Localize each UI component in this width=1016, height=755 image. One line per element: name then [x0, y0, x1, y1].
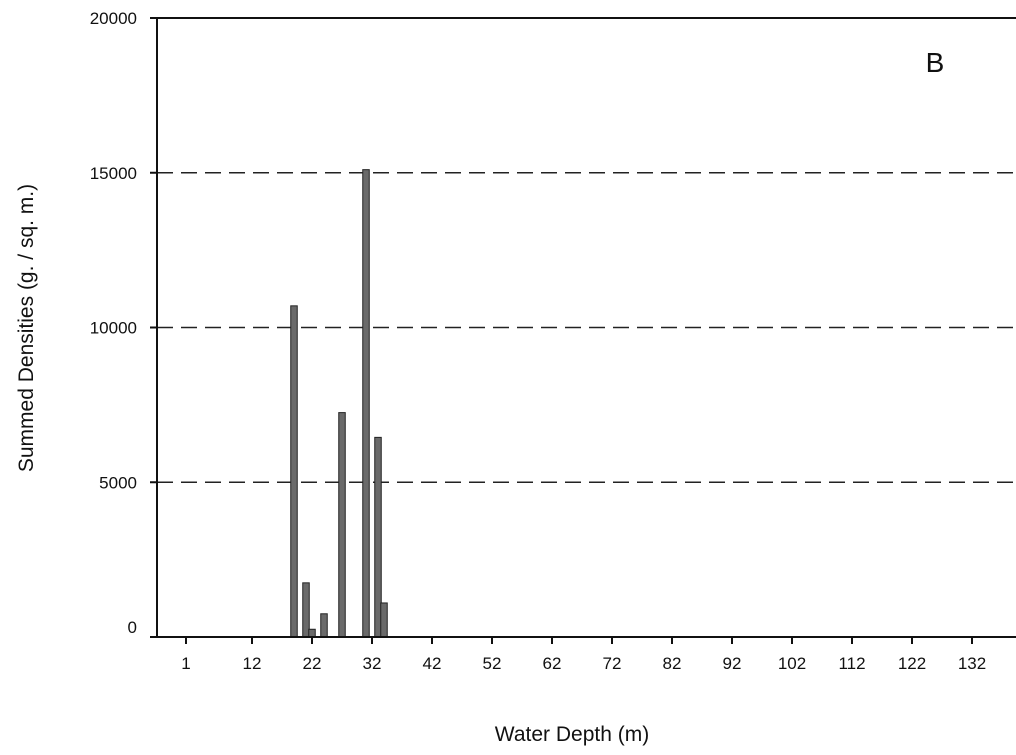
x-tick-label-12: 12	[243, 654, 262, 673]
bars	[290, 169, 388, 638]
bar-depth-34	[380, 602, 388, 638]
x-tick-label-52: 52	[483, 654, 502, 673]
y-tick-label-15000: 15000	[90, 164, 137, 183]
x-tick-label-42: 42	[423, 654, 442, 673]
y-tick-label-5000: 5000	[99, 473, 137, 492]
x-tick-label-82: 82	[663, 654, 682, 673]
bar-depth-31	[362, 169, 370, 638]
x-tick-label-72: 72	[603, 654, 622, 673]
bar-depth-22	[308, 628, 316, 638]
gridlines	[157, 171, 1016, 484]
bar-depth-24	[320, 613, 328, 638]
x-tick-label-32: 32	[363, 654, 382, 673]
x-tick-label-112: 112	[838, 654, 865, 673]
x-tick-label-62: 62	[543, 654, 562, 673]
axes	[150, 17, 1016, 644]
x-tick-label-92: 92	[723, 654, 742, 673]
y-tick-label-20000: 20000	[90, 9, 137, 28]
y-tick-label-10000: 10000	[90, 319, 137, 338]
x-tick-label-1: 1	[181, 654, 190, 673]
x-tick-label-122: 122	[898, 654, 926, 673]
x-tick-label-22: 22	[303, 654, 322, 673]
bar-depth-27	[338, 412, 346, 638]
bar-depth-19	[290, 305, 298, 638]
y-tick-labels: 0 5000 10000 15000 20000	[90, 9, 137, 637]
panel-label: B	[926, 47, 945, 78]
x-tick-labels: 1 12 22 32 42 52 62 72 82 92 102 112 122 132	[181, 654, 986, 673]
y-axis-title: Summed Densities (g. / sq. m.)	[15, 184, 38, 472]
x-tick-label-132: 132	[958, 654, 986, 673]
x-tick-label-102: 102	[778, 654, 806, 673]
x-axis-title: Water Depth (m)	[495, 723, 649, 746]
y-tick-label-0: 0	[128, 618, 137, 637]
